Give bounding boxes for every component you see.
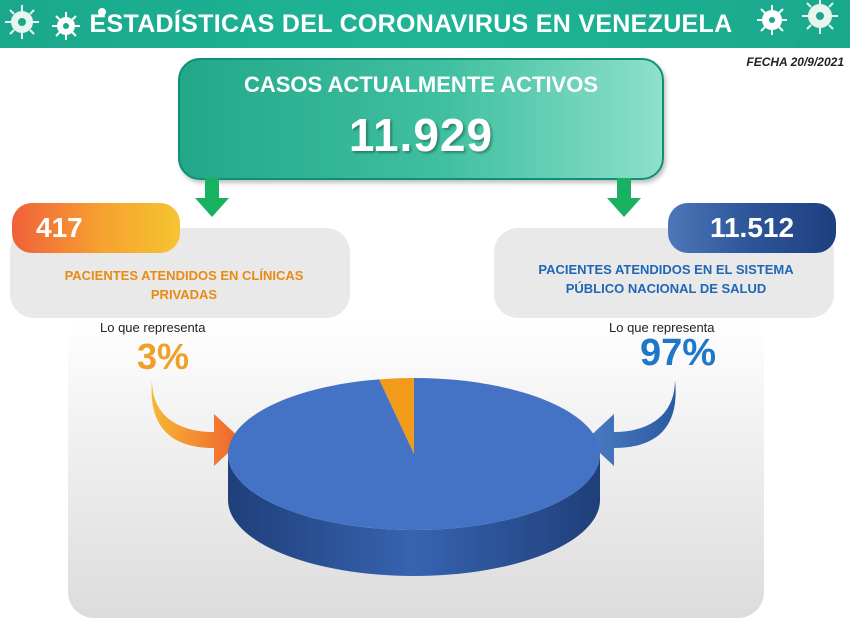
public-label: PACIENTES ATENDIDOS EN EL SISTEMA PÚBLIC… <box>498 260 834 298</box>
header-bar <box>0 0 850 48</box>
active-cases-label: CASOS ACTUALMENTE ACTIVOS <box>243 72 599 97</box>
arrow-down-icon <box>195 178 229 217</box>
private-percent: 3% <box>137 336 190 377</box>
private-label: PACIENTES ATENDIDOS EN CLÍNICAS PRIVADAS <box>14 266 354 304</box>
virus-dot <box>98 8 106 16</box>
arrow-down-icon <box>607 178 641 217</box>
report-date: FECHA 20/9/2021 <box>746 55 844 69</box>
header-decorations <box>5 0 844 48</box>
public-count: 11.512 <box>668 203 836 253</box>
pie-slice-private <box>379 378 414 454</box>
virus-icon <box>757 5 787 35</box>
private-label-line1: PACIENTES ATENDIDOS EN CLÍNICAS <box>64 268 304 283</box>
public-label-line1: PACIENTES ATENDIDOS EN EL SISTEMA <box>538 262 794 277</box>
private-represents-label: Lo que representa <box>100 320 206 335</box>
public-label-line2: PÚBLICO NACIONAL DE SALUD <box>565 281 767 296</box>
curved-arrow-orange-icon <box>151 380 242 466</box>
virus-dot <box>836 40 844 48</box>
private-count: 417 <box>12 203 180 253</box>
private-label-line2: PRIVADAS <box>150 287 218 302</box>
public-percent: 97% <box>640 332 717 374</box>
page-title: ESTADÍSTICAS DEL CORONAVIRUS EN VENEZUEL… <box>89 10 733 38</box>
virus-icon <box>5 5 39 39</box>
curved-arrow-blue-icon <box>586 380 676 466</box>
active-cases-box <box>178 58 664 180</box>
pie-slice-public <box>227 378 600 530</box>
virus-icon <box>52 12 80 40</box>
virus-dot <box>795 37 805 47</box>
public-represents-label: Lo que representa <box>609 320 715 335</box>
active-cases-value: 11.929 <box>348 109 494 161</box>
virus-icon <box>802 0 838 34</box>
pie-side <box>228 454 600 576</box>
